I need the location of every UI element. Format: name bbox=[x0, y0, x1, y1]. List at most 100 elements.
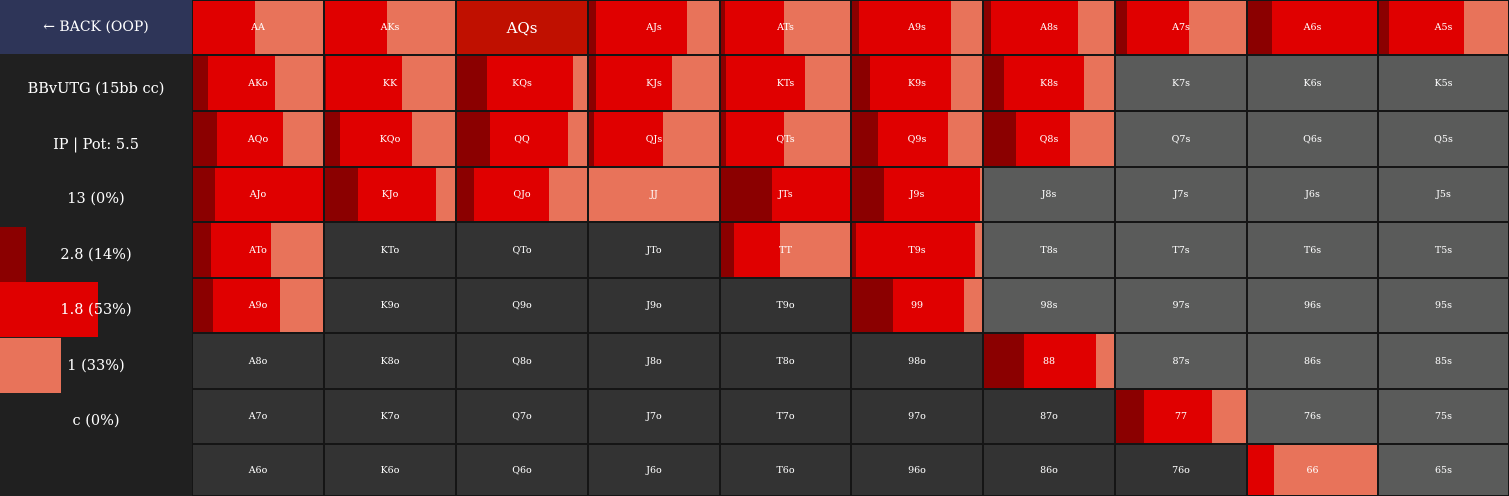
hand-label: 77 bbox=[1174, 411, 1188, 422]
hand-cell-aqs[interactable]: AQs bbox=[456, 0, 588, 55]
hand-cell-k8o[interactable]: K8o bbox=[324, 333, 456, 389]
hand-cell-tt[interactable]: TT bbox=[720, 222, 851, 278]
hand-cell-97s[interactable]: 97s bbox=[1115, 278, 1247, 333]
hand-cell-75s[interactable]: 75s bbox=[1378, 389, 1509, 444]
hand-cell-a8o[interactable]: A8o bbox=[192, 333, 324, 389]
hand-cell-k8s[interactable]: K8s bbox=[983, 55, 1115, 111]
hand-cell-ato[interactable]: ATo bbox=[192, 222, 324, 278]
hand-cell-t5s[interactable]: T5s bbox=[1378, 222, 1509, 278]
hand-cell-k9s[interactable]: K9s bbox=[851, 55, 983, 111]
hand-cell-qjs[interactable]: QJs bbox=[588, 111, 720, 167]
hand-cell-aks[interactable]: AKs bbox=[324, 0, 456, 55]
action-row[interactable]: c (0%) bbox=[0, 393, 192, 448]
hand-cell-jto[interactable]: JTo bbox=[588, 222, 720, 278]
hand-cell-a7s[interactable]: A7s bbox=[1115, 0, 1247, 55]
hand-cell-kto[interactable]: KTo bbox=[324, 222, 456, 278]
hand-cell-jj[interactable]: JJ bbox=[588, 167, 720, 222]
hand-cell-t7s[interactable]: T7s bbox=[1115, 222, 1247, 278]
back-button[interactable]: ← BACK (OOP) bbox=[0, 0, 192, 54]
hand-cell-q7s[interactable]: Q7s bbox=[1115, 111, 1247, 167]
hand-cell-k7s[interactable]: K7s bbox=[1115, 55, 1247, 111]
hand-cell-ajo[interactable]: AJo bbox=[192, 167, 324, 222]
hand-cell-ats[interactable]: ATs bbox=[720, 0, 851, 55]
hand-cell-ako[interactable]: AKo bbox=[192, 55, 324, 111]
hand-cell-k6o[interactable]: K6o bbox=[324, 444, 456, 496]
hand-cell-a5s[interactable]: A5s bbox=[1378, 0, 1509, 55]
hand-cell-99[interactable]: 99 bbox=[851, 278, 983, 333]
hand-cell-k9o[interactable]: K9o bbox=[324, 278, 456, 333]
hand-cell-q8s[interactable]: Q8s bbox=[983, 111, 1115, 167]
hand-cell-j6o[interactable]: J6o bbox=[588, 444, 720, 496]
hand-cell-t8o[interactable]: T8o bbox=[720, 333, 851, 389]
hand-label: A6s bbox=[1303, 22, 1322, 33]
hand-cell-k7o[interactable]: K7o bbox=[324, 389, 456, 444]
hand-cell-kk[interactable]: KK bbox=[324, 55, 456, 111]
hand-cell-kjo[interactable]: KJo bbox=[324, 167, 456, 222]
hand-cell-86o[interactable]: 86o bbox=[983, 444, 1115, 496]
hand-cell-t7o[interactable]: T7o bbox=[720, 389, 851, 444]
hand-cell-87o[interactable]: 87o bbox=[983, 389, 1115, 444]
hand-cell-j9s[interactable]: J9s bbox=[851, 167, 983, 222]
hand-cell-87s[interactable]: 87s bbox=[1115, 333, 1247, 389]
hand-cell-a9o[interactable]: A9o bbox=[192, 278, 324, 333]
hand-cell-96o[interactable]: 96o bbox=[851, 444, 983, 496]
hand-cell-a6o[interactable]: A6o bbox=[192, 444, 324, 496]
hand-cell-96s[interactable]: 96s bbox=[1247, 278, 1378, 333]
hand-cell-k6s[interactable]: K6s bbox=[1247, 55, 1378, 111]
hand-cell-q6s[interactable]: Q6s bbox=[1247, 111, 1378, 167]
hand-cell-66[interactable]: 66 bbox=[1247, 444, 1378, 496]
hand-cell-j6s[interactable]: J6s bbox=[1247, 167, 1378, 222]
hand-cell-qts[interactable]: QTs bbox=[720, 111, 851, 167]
action-row[interactable]: 2.8 (14%) bbox=[0, 227, 192, 282]
hand-cell-j7s[interactable]: J7s bbox=[1115, 167, 1247, 222]
hand-cell-j5s[interactable]: J5s bbox=[1378, 167, 1509, 222]
action-row[interactable]: 13 (0%) bbox=[0, 171, 192, 226]
hand-cell-ajs[interactable]: AJs bbox=[588, 0, 720, 55]
hand-cell-a7o[interactable]: A7o bbox=[192, 389, 324, 444]
hand-cell-t9s[interactable]: T9s bbox=[851, 222, 983, 278]
hand-cell-qjo[interactable]: QJo bbox=[456, 167, 588, 222]
hand-cell-kqs[interactable]: KQs bbox=[456, 55, 588, 111]
hand-cell-aqo[interactable]: AQo bbox=[192, 111, 324, 167]
hand-cell-t6o[interactable]: T6o bbox=[720, 444, 851, 496]
hand-cell-85s[interactable]: 85s bbox=[1378, 333, 1509, 389]
hand-cell-98s[interactable]: 98s bbox=[983, 278, 1115, 333]
hand-cell-77[interactable]: 77 bbox=[1115, 389, 1247, 444]
hand-cell-q5s[interactable]: Q5s bbox=[1378, 111, 1509, 167]
hand-cell-97o[interactable]: 97o bbox=[851, 389, 983, 444]
hand-cell-t9o[interactable]: T9o bbox=[720, 278, 851, 333]
hand-cell-j8s[interactable]: J8s bbox=[983, 167, 1115, 222]
hand-cell-98o[interactable]: 98o bbox=[851, 333, 983, 389]
hand-cell-q8o[interactable]: Q8o bbox=[456, 333, 588, 389]
hand-cell-k5s[interactable]: K5s bbox=[1378, 55, 1509, 111]
hand-cell-kqo[interactable]: KQo bbox=[324, 111, 456, 167]
hand-cell-q6o[interactable]: Q6o bbox=[456, 444, 588, 496]
hand-cell-kts[interactable]: KTs bbox=[720, 55, 851, 111]
hand-cell-t6s[interactable]: T6s bbox=[1247, 222, 1378, 278]
hand-cell-j8o[interactable]: J8o bbox=[588, 333, 720, 389]
hand-cell-qq[interactable]: QQ bbox=[456, 111, 588, 167]
hand-cell-t8s[interactable]: T8s bbox=[983, 222, 1115, 278]
hand-cell-95s[interactable]: 95s bbox=[1378, 278, 1509, 333]
hand-cell-q9s[interactable]: Q9s bbox=[851, 111, 983, 167]
frequency-segment bbox=[804, 56, 850, 110]
hand-label: QJs bbox=[645, 133, 663, 145]
hand-cell-65s[interactable]: 65s bbox=[1378, 444, 1509, 496]
hand-cell-q7o[interactable]: Q7o bbox=[456, 389, 588, 444]
hand-cell-a8s[interactable]: A8s bbox=[983, 0, 1115, 55]
hand-cell-88[interactable]: 88 bbox=[983, 333, 1115, 389]
hand-cell-q9o[interactable]: Q9o bbox=[456, 278, 588, 333]
hand-cell-j9o[interactable]: J9o bbox=[588, 278, 720, 333]
action-row[interactable]: 1.8 (53%) bbox=[0, 282, 192, 337]
hand-cell-76s[interactable]: 76s bbox=[1247, 389, 1378, 444]
hand-cell-jts[interactable]: JTs bbox=[720, 167, 851, 222]
hand-cell-a6s[interactable]: A6s bbox=[1247, 0, 1378, 55]
hand-cell-kjs[interactable]: KJs bbox=[588, 55, 720, 111]
hand-cell-a9s[interactable]: A9s bbox=[851, 0, 983, 55]
hand-cell-aa[interactable]: AA bbox=[192, 0, 324, 55]
hand-cell-qto[interactable]: QTo bbox=[456, 222, 588, 278]
action-row[interactable]: 1 (33%) bbox=[0, 338, 192, 393]
hand-cell-86s[interactable]: 86s bbox=[1247, 333, 1378, 389]
hand-cell-76o[interactable]: 76o bbox=[1115, 444, 1247, 496]
hand-cell-j7o[interactable]: J7o bbox=[588, 389, 720, 444]
